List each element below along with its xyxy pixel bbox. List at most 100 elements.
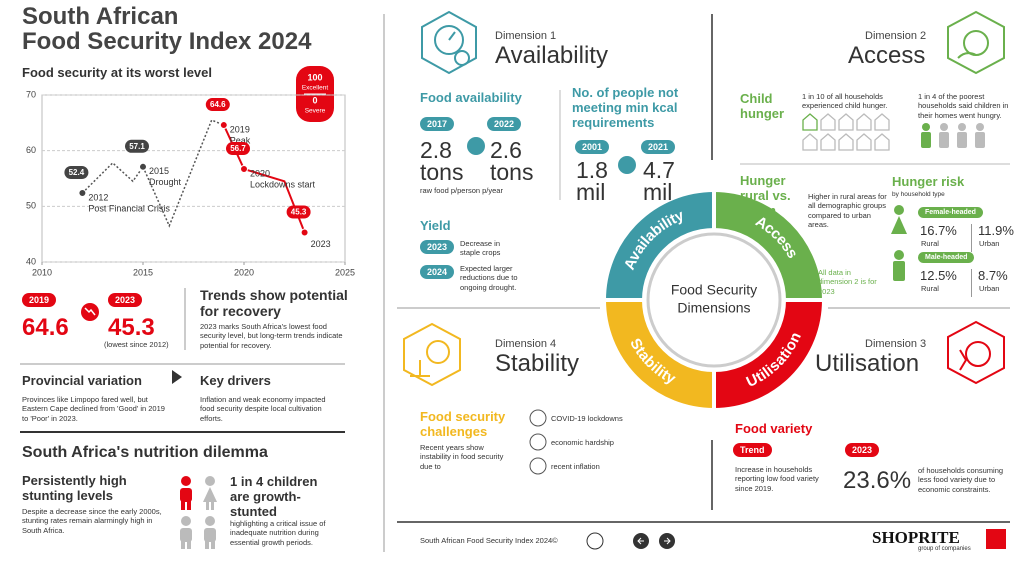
donut-segment <box>606 192 715 301</box>
paragraph: Decrease in staple crops <box>460 239 501 258</box>
x-tick-label: 2025 <box>335 267 355 277</box>
urban-value: 8.7% <box>978 268 1008 283</box>
figure: 2.6 tons <box>490 137 533 184</box>
y-tick-label: 40 <box>26 256 36 266</box>
value-pill <box>64 165 89 179</box>
group-pill: Male-headed <box>918 252 975 263</box>
annotation-text: Lockdowns start <box>250 179 316 189</box>
point <box>300 228 309 237</box>
value: 2.8 <box>420 137 452 163</box>
figure: 1.8 mil <box>576 157 608 204</box>
heading: Food availability <box>420 90 522 105</box>
value: 1.8 <box>576 157 608 183</box>
value-pill <box>226 142 250 156</box>
paragraph: of households consuming less food variet… <box>918 466 1004 494</box>
legend-top-value: 100 <box>307 72 322 82</box>
annotation-year: 2019 <box>230 124 250 134</box>
subheading: by household type <box>892 191 945 198</box>
logo-mark <box>986 529 1006 549</box>
figure: 2.8 tons <box>420 137 464 185</box>
trend-icon <box>618 156 636 174</box>
paragraph: Expected larger reductions due to ongoin… <box>460 264 518 292</box>
point <box>240 165 248 174</box>
heading: Hunger rural vs. urban <box>740 173 791 218</box>
note: (lowest since 2012) <box>104 340 169 349</box>
dimension-number: Dimension 3 <box>865 338 927 350</box>
heading: Food security challenges <box>420 409 506 439</box>
x-tick-label: 2010 <box>32 267 52 277</box>
score: 64.6 <box>22 314 69 341</box>
year-pill: 2021 <box>641 140 676 154</box>
annotation-year: 2020 <box>250 168 270 178</box>
value-label: 52.4 <box>69 168 85 177</box>
value: 2.6 <box>490 137 522 163</box>
y-tick-label: 60 <box>26 145 36 155</box>
y-tick-label: 50 <box>26 201 36 211</box>
list-icons <box>529 409 547 475</box>
value-pill <box>286 205 311 219</box>
annotation-year: 2012 <box>88 192 108 202</box>
value-label: 64.6 <box>210 100 226 109</box>
separator <box>971 224 972 252</box>
group-pill: Female-headed <box>918 207 983 218</box>
year-pill: 2023 <box>845 443 880 457</box>
paragraph: Increase in households reporting low foo… <box>735 465 819 493</box>
annotation-year: 2015 <box>149 166 169 176</box>
donut-segment <box>606 299 715 408</box>
stability-icon <box>403 322 461 387</box>
paragraph: Despite a decrease since the early 2000s… <box>22 507 162 535</box>
heading: Key drivers <box>200 373 271 388</box>
access-icon <box>947 10 1005 75</box>
logo-subtext: group of companies <box>918 546 971 552</box>
annotation-text: Post Financial Crisis <box>88 203 170 213</box>
list-item: economic hardship <box>551 438 614 447</box>
trend-icon <box>84 307 96 316</box>
paragraph: 1 in 10 of all households experienced ch… <box>802 92 888 111</box>
donut: Availability Access Utilisation Stabilit… <box>604 190 824 410</box>
value: 4.7 <box>643 157 675 183</box>
rural-label: Rural <box>921 239 939 248</box>
year-pill: 2022 <box>487 117 522 131</box>
value-label: 57.1 <box>129 142 145 151</box>
value-label: 56.7 <box>230 144 246 153</box>
dimension-number: Dimension 4 <box>495 338 557 350</box>
urban-label: Urban <box>979 239 1000 248</box>
paragraph: Provinces like Limpopo fared well, but E… <box>22 395 165 423</box>
score: 45.3 <box>108 314 155 341</box>
dimension-title: Availability <box>495 42 608 69</box>
pill: Trend <box>733 443 772 457</box>
paragraph: 2023 marks South Africa's lowest food se… <box>200 322 343 350</box>
home-button[interactable] <box>586 532 604 550</box>
year-pill: 2017 <box>420 117 455 131</box>
figure: 23.6% <box>843 467 912 494</box>
heading: Hunger risk <box>892 174 965 189</box>
value-pill <box>205 98 230 112</box>
annotation-text: Drought <box>149 177 182 187</box>
year-pill: 2023 <box>420 240 455 254</box>
annotation-text: Peak <box>230 135 251 145</box>
y-tick-label: 70 <box>26 89 36 99</box>
dimension-title: Access <box>848 42 926 69</box>
dimension-number: Dimension 1 <box>495 30 557 42</box>
donut-segment <box>713 192 822 301</box>
list-item: recent inflation <box>551 462 600 471</box>
value-pill <box>125 139 149 153</box>
note: raw food p/person p/year <box>420 186 503 195</box>
x-tick-label: 2015 <box>133 267 153 277</box>
house-icons <box>802 113 890 151</box>
heading: Child hunger <box>740 91 785 121</box>
list-item: COVID-19 lockdowns <box>551 414 623 423</box>
year-pill: 2019 <box>22 293 57 307</box>
dimension-title: Stability <box>495 350 580 377</box>
donut-center: Food Security <box>671 282 757 298</box>
unit: tons <box>420 158 464 185</box>
paragraph: Inflation and weak economy impacted food… <box>200 395 326 423</box>
legend-top-label: Excellent <box>302 85 329 92</box>
year-pill: 2023 <box>108 293 143 307</box>
footer-text: South African Food Security Index 2024© <box>420 536 558 545</box>
heading: Trends show potential for recovery <box>200 287 348 320</box>
title-line: Food Security Index 2024 <box>22 28 312 56</box>
separator <box>971 269 972 297</box>
